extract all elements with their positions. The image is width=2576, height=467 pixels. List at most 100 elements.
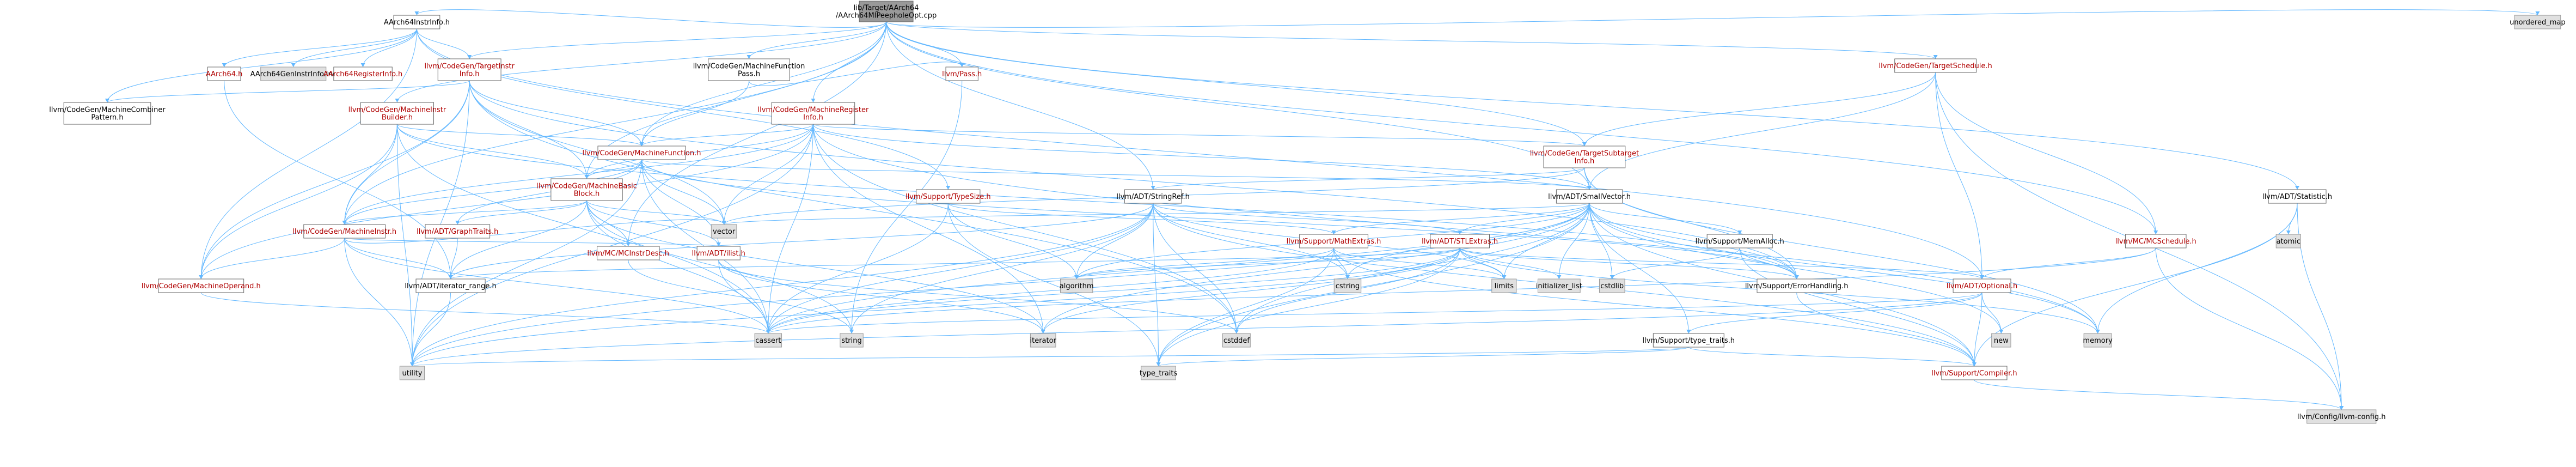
node-MachineFunction[interactable]: llvm/CodeGen/MachineFunction.h (582, 145, 701, 160)
node-label: new (1994, 337, 2009, 345)
node-MCInstrDesc[interactable]: llvm/MC/MCInstrDesc.h (588, 246, 670, 260)
edge (1158, 203, 1590, 367)
node-box (1491, 278, 1517, 293)
edge (224, 80, 451, 280)
edge (1589, 203, 1740, 235)
node-box (1706, 234, 1773, 248)
edge (344, 238, 413, 367)
node-label: llvm/CodeGen/MachineFunction.h (582, 149, 701, 157)
node-algorithm[interactable]: algorithm (1060, 278, 1094, 293)
edge (1043, 203, 1590, 334)
node-box (711, 224, 737, 239)
node-label: Pass.h (738, 70, 760, 78)
node-label: llvm/ADT/ilist.h (692, 250, 745, 258)
node-new[interactable]: new (1991, 333, 2011, 348)
node-label: string (841, 337, 861, 345)
node-TypeSize[interactable]: llvm/Support/TypeSize.h (905, 189, 991, 204)
node-initializer-list[interactable]: initializer_list (1536, 278, 1582, 293)
node-box (1030, 333, 1056, 348)
edge (812, 124, 1585, 147)
node-label: initializer_list (1536, 282, 1582, 290)
edge (1589, 203, 2002, 334)
edge-arrowhead (1345, 275, 1350, 279)
edge (469, 80, 725, 225)
node-Compiler[interactable]: llvm/Support/Compiler.h (1931, 366, 2017, 380)
node-AArch64GenInstrInfo[interactable]: AArch64GenInstrInfo.inc (250, 66, 336, 81)
edge (1589, 203, 2098, 334)
node-label: memory (2083, 337, 2113, 345)
node-iterator[interactable]: iterator (1030, 333, 1057, 348)
node-TargetSchedule[interactable]: llvm/CodeGen/TargetSchedule.h (1879, 58, 1992, 73)
node-ErrorHandling[interactable]: llvm/Support/ErrorHandling.h (1745, 278, 1849, 293)
node-MCSchedule[interactable]: llvm/MC/MCSchedule.h (2115, 234, 2196, 248)
node-box (2268, 189, 2327, 204)
edge (469, 80, 643, 147)
node-MathExtras[interactable]: llvm/Support/MathExtras.h (1287, 234, 1381, 248)
edge-arrowhead (946, 186, 951, 190)
node-MachineOperand[interactable]: llvm/CodeGen/MachineOperand.h (142, 278, 261, 293)
node-type-traits[interactable]: type_traits (1140, 366, 1178, 380)
edge (344, 219, 725, 244)
node-Statistic[interactable]: llvm/ADT/Statistic.h (2262, 189, 2332, 204)
node-box (2514, 15, 2561, 29)
node-GraphTraits[interactable]: llvm/ADT/GraphTraits.h (417, 224, 498, 239)
edge (1558, 203, 1590, 280)
edge (586, 200, 1044, 334)
node-iterator-range[interactable]: llvm/ADT/iterator_range.h (405, 278, 497, 293)
node-AArch64[interactable]: AArch64.h (206, 66, 243, 81)
edge (412, 292, 1983, 367)
edge-arrowhead (721, 221, 726, 225)
node-MemAlloc[interactable]: llvm/Support/MemAlloc.h (1696, 234, 1784, 248)
edge-arrowhead (1587, 186, 1592, 190)
node-StringRef[interactable]: llvm/ADT/StringRef.h (1116, 189, 1190, 204)
node-cstdlib[interactable]: cstdlib (1599, 278, 1625, 293)
node-memory[interactable]: memory (2083, 333, 2113, 348)
node-string[interactable]: string (840, 333, 864, 348)
node-AArch64InstrInfo[interactable]: AArch64InstrInfo.h (384, 15, 450, 29)
node-MachineInstr[interactable]: llvm/CodeGen/MachineInstr.h (292, 224, 396, 239)
node-ilist[interactable]: llvm/ADT/ilist.h (692, 246, 745, 260)
node-type-traits-llvm[interactable]: llvm/Support/type_traits.h (1643, 333, 1735, 348)
node-label: llvm/Support/TypeSize.h (905, 193, 991, 201)
node-llvm-config[interactable]: llvm/Config/llvm-config.h (2297, 409, 2386, 424)
node-root[interactable]: lib/Target/AArch64/AArch64MIPeepholeOpt.… (836, 1, 937, 22)
edge (1739, 247, 1975, 367)
node-label: AArch64.h (206, 70, 243, 78)
edge (412, 247, 1460, 367)
node-cstddef[interactable]: cstddef (1222, 333, 1251, 348)
node-cassert[interactable]: cassert (754, 333, 782, 348)
edge (768, 247, 1460, 334)
edge (1076, 247, 1335, 280)
node-Pass[interactable]: llvm/Pass.h (942, 66, 982, 81)
node-cstring[interactable]: cstring (1333, 278, 1362, 293)
node-utility[interactable]: utility (399, 366, 425, 380)
edge (768, 124, 813, 334)
edge (851, 80, 963, 334)
node-STLExtras[interactable]: llvm/ADT/STLExtras.h (1422, 234, 1498, 248)
edge (344, 21, 887, 225)
node-vector[interactable]: vector (711, 224, 737, 239)
edge (412, 159, 643, 367)
edge (344, 159, 643, 225)
node-atomic[interactable]: atomic (2275, 234, 2301, 248)
node-limits[interactable]: limits (1491, 278, 1517, 293)
node-AArch64RegisterInfo[interactable]: AArch64RegisterInfo.h (323, 66, 402, 81)
edge (886, 21, 1936, 59)
edge (586, 159, 643, 179)
edge-arrowhead (1686, 330, 1691, 333)
node-Optional[interactable]: llvm/ADT/Optional.h (1947, 278, 2018, 293)
edge (1584, 72, 1936, 147)
edge (416, 28, 470, 59)
edge-arrowhead (1041, 330, 1045, 333)
node-SmallVector[interactable]: llvm/ADT/SmallVector.h (1548, 189, 1631, 204)
edge (1688, 347, 1975, 367)
node-unordered-map[interactable]: unordered_map (2510, 15, 2566, 29)
